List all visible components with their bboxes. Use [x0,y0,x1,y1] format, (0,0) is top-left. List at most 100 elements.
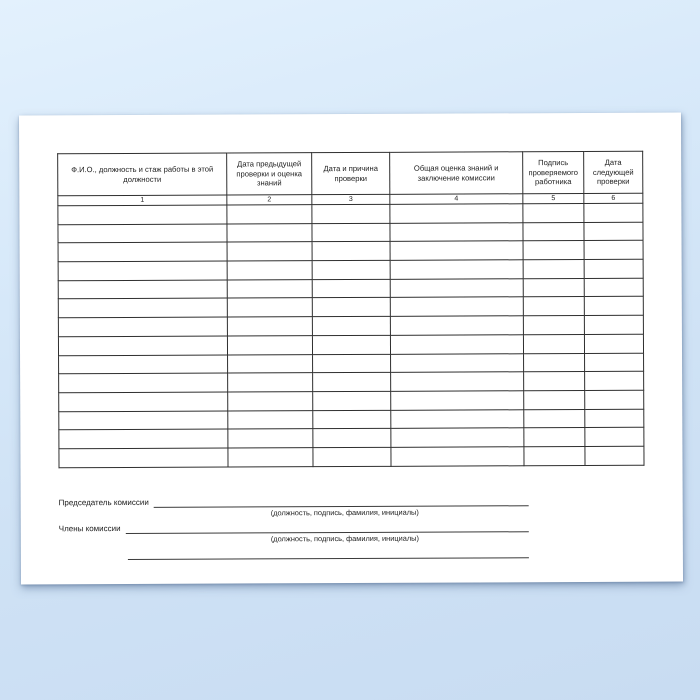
empty-cell [390,278,524,298]
empty-cell [389,222,524,242]
empty-cell [58,261,228,281]
column-number: 6 [583,193,643,204]
empty-cell [584,408,644,428]
empty-cell [523,390,585,410]
empty-cell [312,260,391,280]
chairman-label: Председатель комиссии [58,497,149,508]
empty-cell [227,260,313,280]
table-header-row: Ф.И.О., должность и стаж работы в этой д… [57,151,643,196]
column-header-date-reason: Дата и причина проверки [311,152,390,195]
members-row: Члены комиссии [59,519,529,534]
empty-cell [584,427,644,447]
column-header-next-check: Дата следующей проверки [583,151,643,194]
empty-cell [390,297,524,317]
empty-cell [523,315,585,335]
table-row [58,277,644,300]
empty-cell [390,259,524,280]
empty-cell [227,447,314,467]
empty-cell [312,241,391,261]
empty-cell [227,372,313,392]
empty-cell [58,317,228,337]
column-header-overall-assessment: Общая оценка знаний и заключение комисси… [389,151,523,195]
table-row [58,352,644,374]
column-number: 2 [226,194,312,206]
empty-cell [58,447,229,468]
empty-cell [311,204,390,224]
knowledge-check-table: Ф.И.О., должность и стаж работы в этой д… [57,151,645,468]
table-row [57,221,644,244]
table-row [58,427,644,449]
empty-cell [227,354,313,374]
chairman-row: Председатель комиссии [59,493,529,508]
table-body [57,203,645,468]
empty-cell [522,222,585,242]
empty-cell [58,298,228,318]
empty-cell [389,203,523,224]
column-header-signature: Подпись проверяемого работника [522,151,584,194]
empty-cell [523,259,585,279]
members-extra-signature-line [127,545,529,560]
table-row [58,296,644,318]
empty-cell [227,428,313,448]
empty-cell [57,223,228,244]
empty-cell [312,409,391,429]
table-row [58,259,644,281]
empty-cell [584,390,644,410]
empty-cell [58,354,228,374]
spacer [59,547,128,560]
document-page: Ф.И.О., должность и стаж работы в этой д… [18,112,684,585]
empty-cell [584,296,644,316]
table-row [58,334,644,356]
empty-cell [312,447,392,467]
empty-cell [312,279,391,299]
empty-cell [227,298,313,318]
table-row [58,408,644,431]
empty-cell [312,353,391,373]
empty-cell [584,371,644,391]
members-extra-row [59,545,529,560]
empty-cell [226,204,312,224]
empty-cell [227,410,313,430]
empty-cell [227,335,313,355]
empty-cell [390,371,524,392]
empty-cell [312,316,391,336]
empty-cell [227,391,313,411]
empty-cell [584,240,644,260]
table-row [58,240,644,262]
empty-cell [390,334,524,354]
empty-cell [390,353,524,373]
empty-cell [58,373,228,393]
empty-cell [584,446,645,466]
members-label: Члены комиссии [58,524,121,534]
empty-cell [584,315,644,335]
table-row [58,390,644,412]
empty-cell [227,242,313,262]
empty-cell [58,429,228,449]
chairman-signature-line [153,493,529,508]
empty-cell [58,242,228,262]
empty-cell [523,240,585,260]
empty-cell [523,296,585,316]
empty-cell [584,352,644,372]
empty-cell [312,335,391,355]
column-header-prev-check: Дата предыдущей проверки и оценка знаний [226,152,312,196]
empty-cell [584,277,644,297]
empty-cell [390,446,525,466]
empty-cell [312,372,391,392]
empty-cell [583,203,643,223]
empty-cell [523,427,585,447]
column-number: 4 [389,193,523,205]
empty-cell [523,278,585,298]
empty-cell [312,428,391,448]
members-signature-line [125,519,529,534]
empty-cell [58,335,228,356]
empty-cell [57,205,227,225]
empty-cell [390,390,524,410]
empty-cell [226,223,313,243]
empty-cell [523,371,585,391]
empty-cell [584,334,644,353]
empty-cell [584,259,644,279]
signature-block: Председатель комиссии (должность, подпис… [59,493,529,560]
empty-cell [523,446,586,466]
